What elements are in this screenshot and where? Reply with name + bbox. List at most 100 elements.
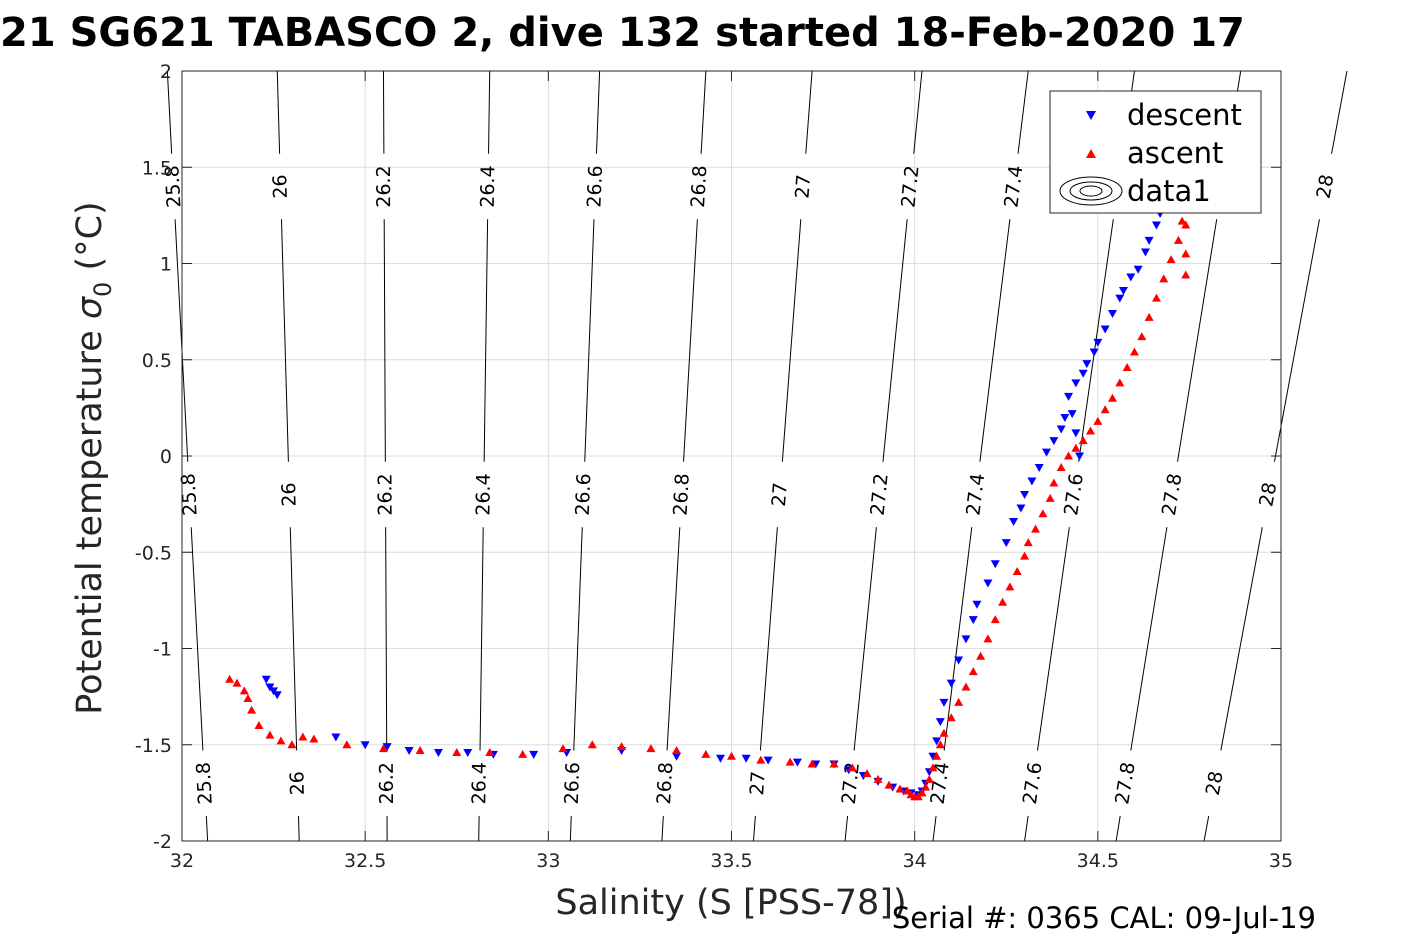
y-tick-label: -2 — [153, 831, 172, 853]
ascent-point — [873, 774, 883, 783]
density-contour-segment — [298, 815, 300, 842]
ascent-point — [485, 747, 495, 756]
descent-point — [1144, 236, 1154, 245]
descent-point — [932, 737, 942, 746]
ascent-point — [983, 634, 993, 643]
density-contour-segment — [276, 70, 281, 154]
ascent-point — [1031, 524, 1041, 533]
ascent-point — [1049, 478, 1059, 487]
descent-point — [1027, 477, 1037, 486]
ascent-point — [378, 744, 388, 753]
x-tick-label: 35 — [1269, 850, 1293, 872]
density-contour-segment — [805, 70, 813, 154]
ascent-point — [998, 597, 1008, 606]
descent-point — [1071, 429, 1081, 438]
ascent-point — [452, 747, 462, 756]
ascent-point — [558, 744, 568, 753]
descent-point — [1067, 410, 1077, 419]
ascent-point — [968, 667, 978, 676]
y-tick-label: 1.5 — [142, 157, 172, 179]
density-contour-label: 28 — [1255, 481, 1281, 509]
ascent-point — [961, 682, 971, 691]
x-tick-label: 33 — [536, 850, 560, 872]
density-contour-label: 26.4 — [472, 473, 495, 516]
density-contour-segment — [479, 527, 484, 751]
ascent-point — [928, 763, 938, 772]
ascent-point — [239, 686, 249, 695]
descent-point — [1082, 360, 1092, 369]
ascent-point — [247, 705, 257, 714]
ascent-point — [1173, 235, 1183, 244]
density-contour-segment — [1115, 815, 1121, 842]
ascent-point — [309, 734, 319, 743]
descent-point — [1049, 437, 1059, 446]
ascent-point — [646, 744, 656, 753]
density-contour-segment — [595, 70, 601, 154]
descent-point — [1133, 265, 1143, 274]
descent-point — [1093, 338, 1103, 347]
density-contour-label: 26.8 — [653, 762, 677, 805]
ascent-point — [265, 730, 275, 739]
descent-point — [1089, 348, 1099, 357]
y-axis-label: Potential temperature σ0 (°C) — [70, 201, 117, 714]
descent-point — [1071, 379, 1081, 388]
ascent-point — [1115, 378, 1125, 387]
ascent-point — [232, 678, 242, 687]
density-contour-label: 26.6 — [583, 165, 607, 208]
density-contour-segment — [853, 527, 877, 751]
ascent-point — [287, 740, 297, 749]
ascent-point — [1020, 551, 1030, 560]
serial-cal-footer: Serial #: 0365 CAL: 09-Jul-19 — [892, 901, 1316, 935]
ascent-point — [847, 763, 857, 772]
descent-point — [463, 748, 473, 757]
legend-contour-icon — [1059, 176, 1123, 206]
descent-point — [1126, 273, 1136, 282]
density-contour-segment — [190, 527, 204, 751]
y-tick-label: -1.5 — [135, 735, 172, 757]
y-axis-label-symbol: σ — [70, 295, 110, 319]
ascent-point — [1129, 347, 1139, 356]
descent-point — [1140, 248, 1150, 257]
descent-point — [961, 635, 971, 644]
density-contour-label: 26.2 — [374, 473, 396, 515]
descent-point — [1020, 491, 1030, 499]
ascent-point — [1159, 274, 1169, 283]
density-contour-segment — [882, 219, 908, 462]
density-contour-segment — [759, 527, 778, 751]
y-tick-label: -0.5 — [135, 542, 172, 564]
descent-point — [382, 743, 392, 752]
figure-title: 21 SG621 TABASCO 2, dive 132 started 18-… — [0, 10, 1245, 56]
ascent-point — [243, 694, 253, 703]
density-contour-label: 25.8 — [193, 762, 217, 805]
ascent-point — [990, 615, 1000, 624]
ascent-point — [954, 697, 964, 706]
descent-point — [983, 579, 993, 588]
ascent-point — [276, 736, 286, 745]
ascent-point — [415, 746, 425, 755]
descent-point — [1034, 464, 1044, 473]
density-contour-label: 26.6 — [572, 473, 596, 516]
ascent-point — [785, 757, 795, 766]
density-contour-segment — [844, 815, 849, 842]
density-contour-label: 26.8 — [669, 473, 693, 516]
x-tick-label: 32.5 — [344, 850, 386, 872]
descent-point — [792, 758, 802, 767]
descent-point — [272, 691, 282, 700]
density-contour-segment — [979, 219, 1011, 462]
ascent-point — [1064, 451, 1074, 460]
descent-point — [972, 600, 982, 609]
descent-point — [672, 752, 682, 761]
density-contour-label: 27.4 — [1000, 164, 1027, 209]
density-contour-segment — [932, 815, 937, 842]
descent-point — [1075, 452, 1085, 461]
ascent-point — [1086, 426, 1096, 435]
y-axis: -2 -1.5 -1 -0.5 0 0.5 1 1.5 2 — [135, 61, 1281, 853]
density-contour-label: 26 — [269, 174, 292, 199]
ascent-point — [672, 746, 682, 755]
descent-point — [1078, 369, 1088, 378]
legend-box — [1049, 90, 1262, 214]
legend-ascent-label: ascent — [1127, 136, 1223, 170]
ascent-point — [1012, 567, 1022, 575]
ascent-point — [518, 749, 528, 758]
ascent-point — [701, 749, 711, 758]
